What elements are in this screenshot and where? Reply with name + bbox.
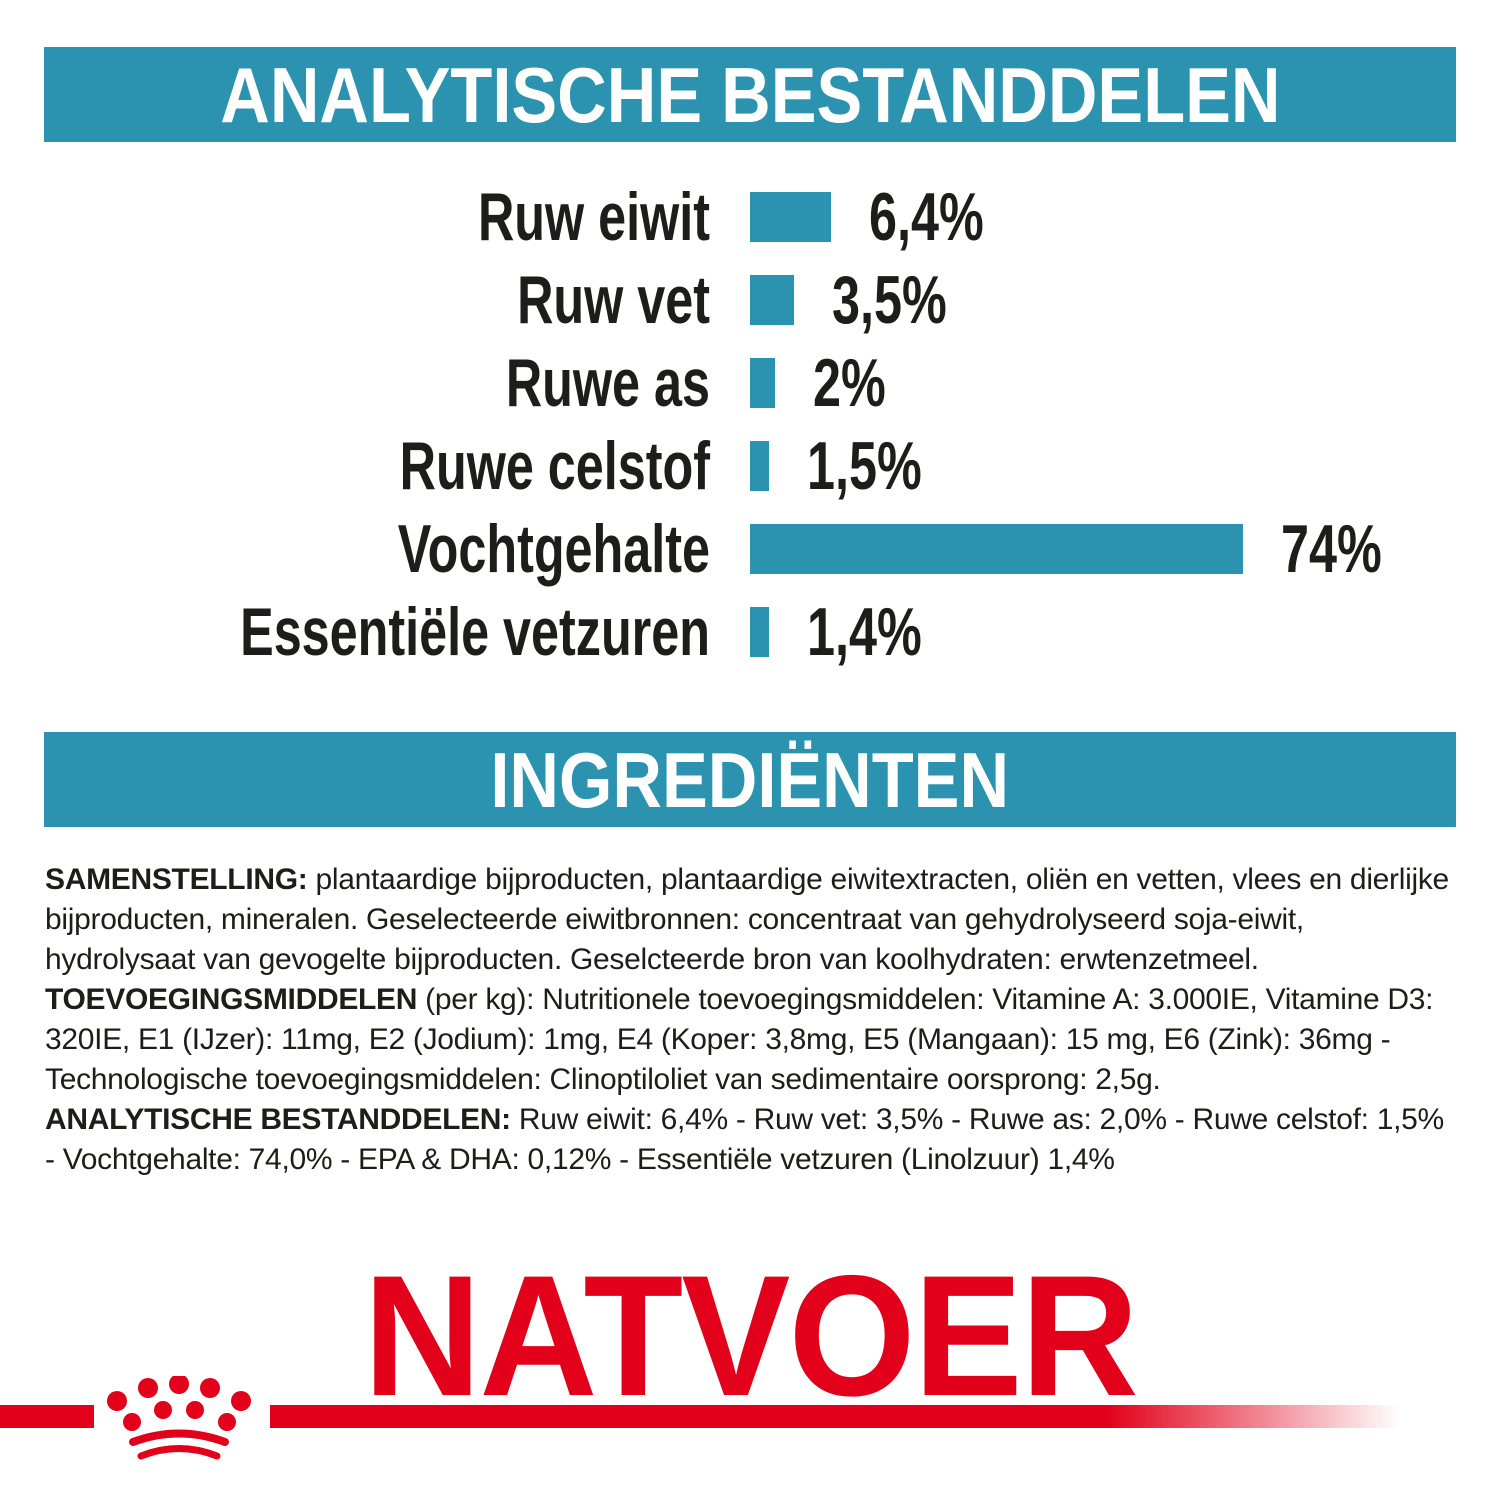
- ingredients-banner: INGREDIËNTEN: [44, 732, 1456, 827]
- chart-value-label: 1,5%: [807, 428, 922, 504]
- analytical-constituents-title: ANALYTISCHE BESTANDDELEN: [219, 50, 1281, 139]
- chart-value-label: 74%: [1281, 511, 1382, 587]
- chart-row: Essentiële vetzuren 1,4%: [0, 598, 1500, 666]
- chart-bar: [750, 524, 1243, 574]
- chart-row: Ruwe as 2%: [0, 349, 1500, 417]
- chart-category-label: Ruw vet: [517, 262, 710, 338]
- composition-text: plantaardige bijproducten, plantaardige …: [45, 863, 1449, 976]
- chart-value-label: 3,5%: [832, 262, 947, 338]
- chart-bar: [750, 275, 794, 325]
- chart-bar: [750, 192, 831, 242]
- brand-line-left: [0, 1405, 94, 1428]
- chart-category-label: Ruwe as: [505, 345, 710, 421]
- chart-row: Ruw vet 3,5%: [0, 266, 1500, 334]
- composition-paragraph: SAMENSTELLING: plantaardige bijproducten…: [45, 860, 1457, 980]
- chart-bar: [750, 441, 769, 491]
- analytical-text: Ruw eiwit: 6,4% - Ruw vet: 3,5% - Ruwe a…: [45, 1103, 1444, 1176]
- chart-value-label: 1,4%: [807, 594, 922, 670]
- chart-category-label: Ruwe celstof: [399, 428, 710, 504]
- chart-bar: [750, 358, 775, 408]
- analytical-lead: ANALYTISCHE BESTANDDELEN:: [45, 1103, 511, 1136]
- chart-row: Vochtgehalte 74%: [0, 515, 1500, 583]
- chart-category-label: Vochtgehalte: [397, 511, 710, 587]
- brand-line-right: [270, 1405, 1400, 1428]
- chart-row: Ruw eiwit 6,4%: [0, 183, 1500, 251]
- product-type-label: NATVOER: [363, 1240, 1138, 1432]
- chart-value-label: 6,4%: [869, 179, 984, 255]
- chart-category-label: Essentiële vetzuren: [240, 594, 711, 670]
- analytical-paragraph: ANALYTISCHE BESTANDDELEN: Ruw eiwit: 6,4…: [45, 1100, 1457, 1180]
- chart-row: Ruwe celstof 1,5%: [0, 432, 1500, 500]
- additives-paragraph: TOEVOEGINGSMIDDELEN (per kg): Nutritione…: [45, 980, 1457, 1100]
- additives-text: (per kg): Nutritionele toevoegingsmiddel…: [45, 983, 1434, 1096]
- royal-canin-crown-logo: [107, 1376, 251, 1460]
- analytical-constituents-chart: Ruw eiwit 6,4% Ruw vet 3,5% Ruwe as 2% R…: [0, 183, 1500, 690]
- chart-category-label: Ruw eiwit: [477, 179, 710, 255]
- composition-lead: SAMENSTELLING:: [45, 863, 308, 896]
- ingredients-text-block: SAMENSTELLING: plantaardige bijproducten…: [45, 860, 1457, 1180]
- ingredients-title: INGREDIËNTEN: [490, 735, 1010, 824]
- chart-value-label: 2%: [813, 345, 886, 421]
- product-type-heading: NATVOER: [0, 1250, 1500, 1422]
- additives-lead: TOEVOEGINGSMIDDELEN: [45, 983, 418, 1016]
- analytical-constituents-banner: ANALYTISCHE BESTANDDELEN: [44, 47, 1456, 142]
- chart-bar: [750, 607, 769, 657]
